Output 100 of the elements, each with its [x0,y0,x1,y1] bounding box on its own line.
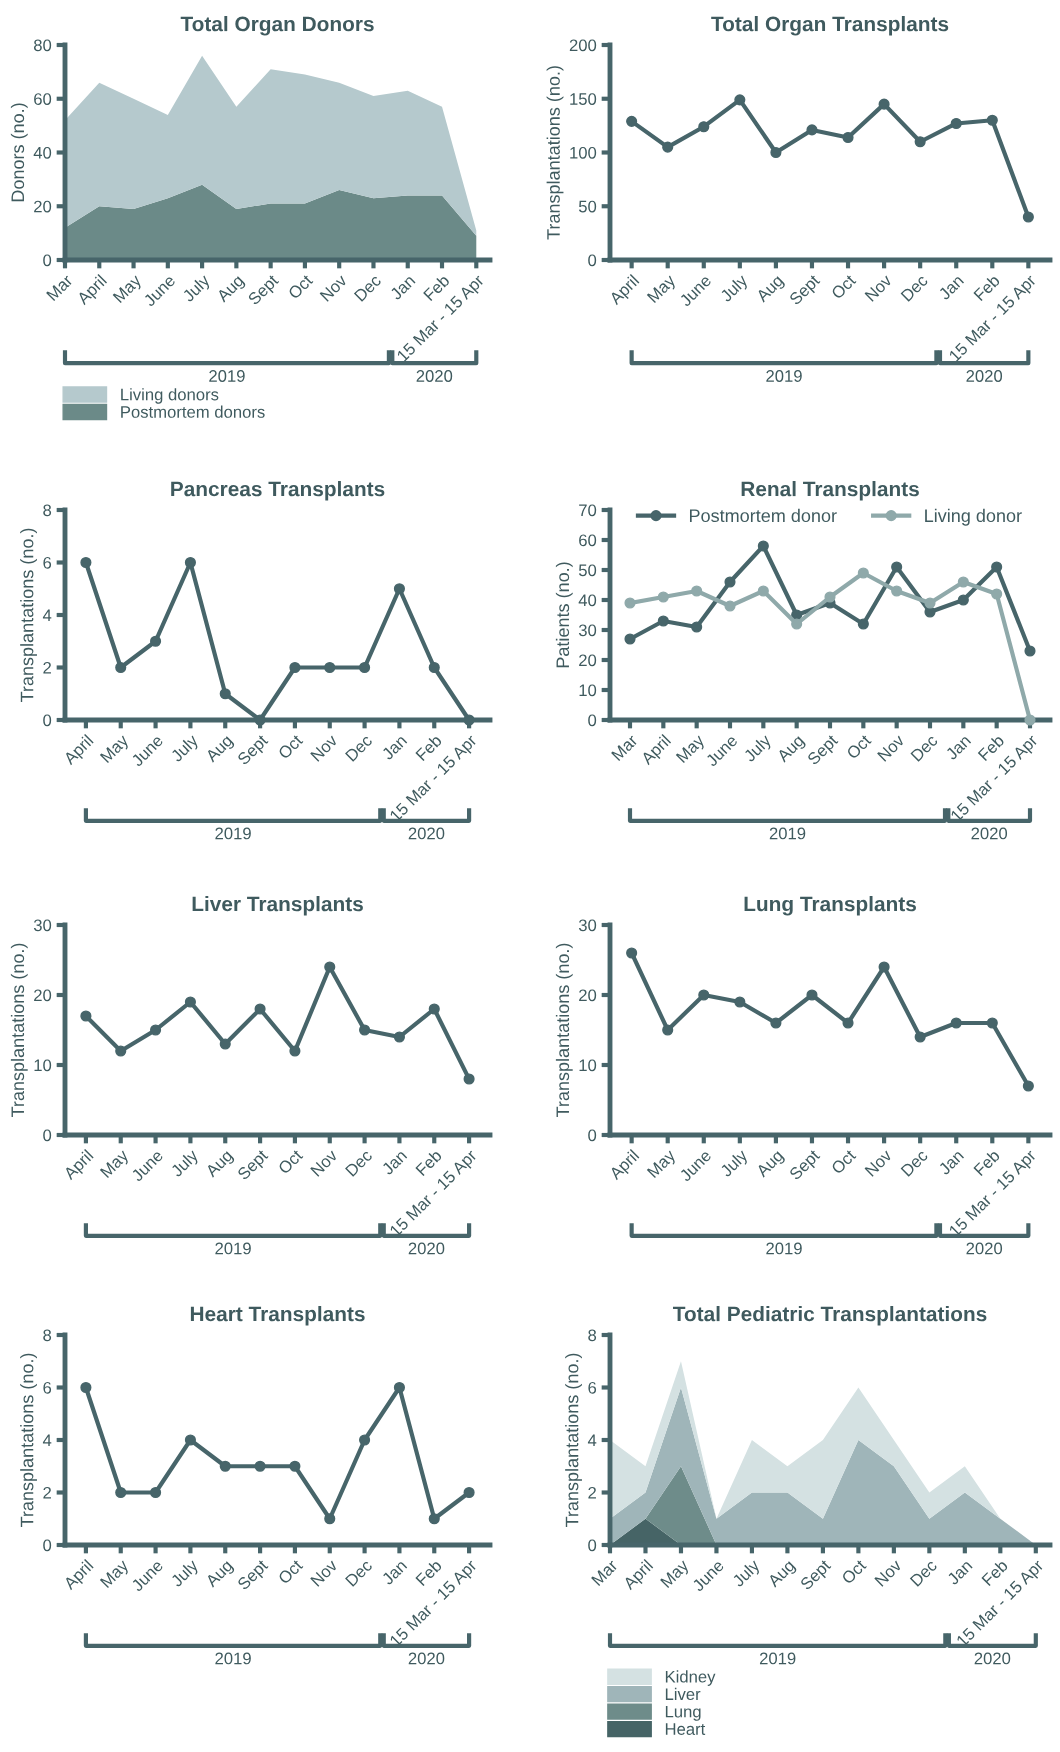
point [924,597,936,609]
y-tick-label: 4 [587,1434,597,1447]
point [428,661,440,674]
point [914,1031,926,1043]
x-tick-label: Oct [277,1558,304,1585]
y-tick-label: 100 [570,146,597,159]
point [324,961,336,973]
point [770,1017,782,1029]
point [324,661,336,674]
chart-title: Heart Transplants [190,1306,365,1326]
y-tick-label: 0 [43,1129,52,1142]
x-tick-label: Nov [310,1558,339,1587]
x-tick-label: Nov [874,1558,903,1587]
point [624,633,636,645]
y-tick-label: 2 [588,1486,596,1499]
point [878,961,890,973]
point [986,1017,998,1029]
x-tick-label: Aug [215,274,247,306]
y-tick-label: 8 [43,504,52,517]
x-tick-label: Dec [345,733,373,762]
legend-label: Living donors [121,388,219,404]
x-tick-label: Mar [46,273,74,302]
x-tick-label: Oct [840,1558,867,1585]
point [428,1513,440,1525]
x-tick-label: Nov [310,1148,339,1177]
point [957,576,969,588]
text: 2020 [966,370,1003,382]
point [624,597,636,609]
y-tick-label: 0 [588,714,597,727]
point [289,1045,301,1057]
y-tick-label: 0 [43,714,52,727]
point [957,594,969,606]
x-tick-label: Mar [611,733,639,762]
y-tick-label: 0 [43,1539,52,1552]
x-tick-label: Jan [381,734,408,761]
chart-title: Liver Transplants [192,896,363,916]
x-tick-label: July [169,1148,202,1180]
x-tick-label: Jan [937,274,965,301]
x-tick-label: Oct [277,733,304,760]
text: 2019 [769,827,806,840]
text: 2020 [408,827,445,840]
point [806,124,818,136]
x-tick-label: July [181,273,214,305]
y-tick-label: 20 [579,989,597,1002]
text: 2020 [971,827,1008,840]
x-tick-label: Nov [864,273,893,302]
point [662,141,674,153]
y-tick-label: 8 [43,1329,52,1342]
point [857,567,869,579]
point [80,556,92,569]
point [359,1024,371,1036]
y-tick-label: 0 [43,254,52,267]
y-tick-label: 80 [33,39,52,52]
x-tick-label: Nov [864,1148,893,1177]
point [724,600,736,612]
point [393,1031,405,1043]
x-tick-label: May [675,733,708,766]
y-tick-label: 10 [34,1059,52,1072]
y-axis-title: Transplantations (no.) [10,943,28,1118]
point [657,591,669,603]
y-axis-title: Transplantations (no.) [546,66,564,240]
y-tick-label: 10 [579,1059,597,1072]
x-tick-label: Feb [972,1148,1001,1177]
text: 2020 [416,370,453,382]
y-tick-label: 10 [579,684,597,697]
x-tick-label: Dec [900,273,929,302]
chart-title: Total Pediatric Transplantations [672,1306,987,1326]
text: 2019 [215,827,251,840]
point [150,635,162,647]
text: 2020 [408,1652,445,1665]
text: 2019 [209,370,245,382]
point [1022,1080,1034,1092]
y-tick-label: 20 [34,200,52,213]
point [150,1024,162,1036]
x-tick-label: May [99,1148,132,1181]
x-tick-label: Feb [972,273,1001,302]
point [950,117,962,130]
x-tick-label: Nov [877,733,906,762]
point [991,588,1003,600]
y-tick-label: 6 [43,556,52,569]
x-tick-label: Aug [755,274,787,306]
point [842,131,854,144]
x-tick-label: Mar [591,1558,619,1587]
legend-label: Living donor [925,508,1022,526]
point [986,114,998,126]
x-tick-label: Oct [845,733,872,760]
point [184,996,196,1008]
point [806,989,818,1001]
y-tick-label: 20 [34,989,52,1002]
point [791,618,803,630]
text: 2019 [215,1652,251,1665]
point [254,714,266,726]
x-tick-label: July [742,733,775,765]
x-tick-label: Aug [204,1559,236,1591]
text: 2019 [215,1242,251,1255]
x-tick-label: May [646,1148,679,1181]
point [914,136,926,148]
y-tick-label: 8 [588,1329,597,1342]
x-tick-label: Oct [287,273,314,300]
x-tick-label: Nov [310,733,339,762]
